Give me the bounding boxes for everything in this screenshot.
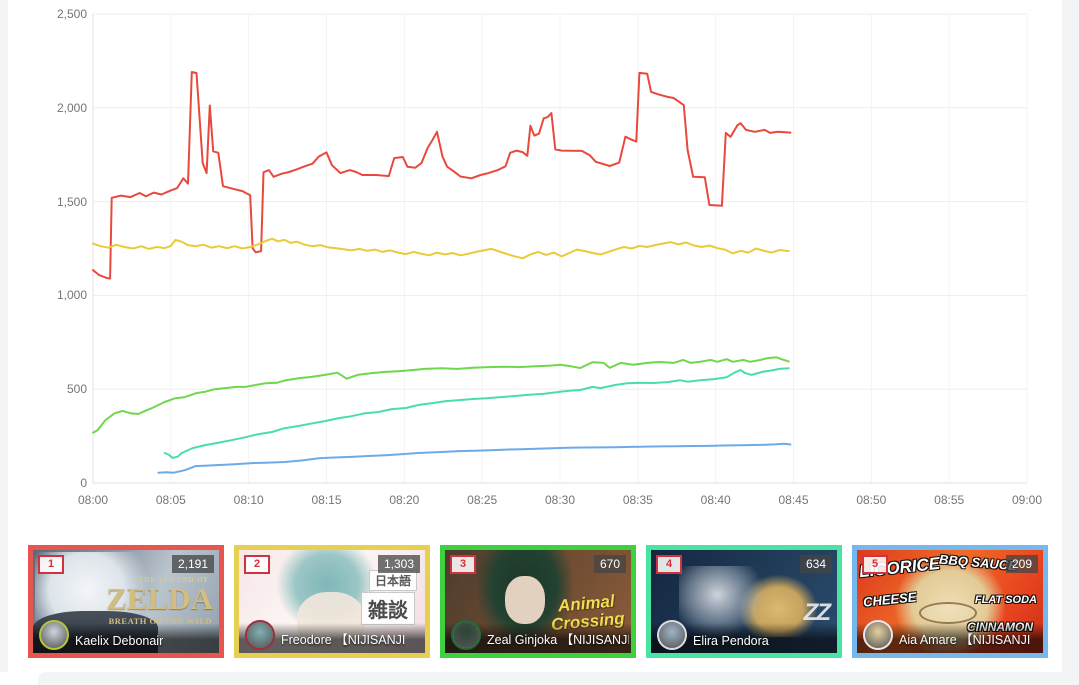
- thumbnail: THE LEGEND OF ZELDA BREATH OF THE WILD 1 2,…: [33, 550, 219, 653]
- thumbnail: Animal Crossing 3 670 Zeal Ginjoka 【NIJISA…: [445, 550, 631, 653]
- avatar-image: [41, 622, 67, 648]
- y-axis-label: 2,500: [56, 7, 87, 21]
- x-axis-label: 08:05: [155, 493, 186, 507]
- viewer-count-badge: 1,303: [377, 555, 420, 573]
- thumbnail-text: BREATH OF THE WILD: [108, 616, 212, 626]
- y-axis-label: 0: [80, 476, 87, 490]
- x-axis-label: 08:15: [311, 493, 342, 507]
- stream-card[interactable]: ZZ 4 634 Elira Pendora: [646, 545, 842, 658]
- x-axis-label: 08:10: [233, 493, 264, 507]
- thumbnail-text: 雑談: [361, 592, 415, 625]
- thumbnail-art: [505, 576, 545, 624]
- avatar: [657, 620, 687, 650]
- thumbnail-text: 日本語: [368, 570, 417, 591]
- y-axis-label: 500: [66, 382, 87, 397]
- viewer-count-chart: 08:00 08:05 08:10 08:15 08:20 08:25 08:30 08:35…: [56, 7, 1043, 507]
- x-axis-label: 08:50: [856, 493, 887, 507]
- avatar-image: [247, 622, 273, 648]
- viewer-count-badge: 634: [799, 555, 832, 573]
- x-axis-label: 08:25: [467, 493, 498, 507]
- thumbnail: 日本語 雑談 2 1,303 Freodore 【NIJISANJI: [239, 550, 425, 653]
- y-axis-label: 1,000: [56, 288, 87, 303]
- series-line-zeal-ginjoka: [92, 356, 790, 434]
- rank-badge: 2: [244, 555, 270, 574]
- avatar: [245, 620, 275, 650]
- stream-card[interactable]: 日本語 雑談 2 1,303 Freodore 【NIJISANJI: [234, 545, 430, 658]
- rank-badge: 1: [38, 555, 64, 574]
- x-axis-label: 08:35: [622, 493, 653, 507]
- streamer-name: Aia Amare 【NIJISANJI: [899, 633, 1031, 647]
- thumbnail: ZZ 4 634 Elira Pendora: [651, 550, 837, 653]
- thumbnail-text: THE LEGEND OF: [138, 576, 209, 584]
- streamer-name: Zeal Ginjoka 【NIJISANJI: [487, 633, 629, 647]
- x-axis-label: 09:00: [1011, 493, 1043, 507]
- x-axis-label: 08:00: [77, 493, 109, 507]
- rank-badge: 3: [450, 555, 476, 574]
- viewer-count-badge: 209: [1005, 555, 1038, 573]
- x-axis-label: 08:55: [934, 493, 965, 507]
- series-line-aia-amare: [157, 442, 792, 474]
- x-axis-label: 08:30: [544, 493, 576, 507]
- stream-cards-row: THE LEGEND OF ZELDA BREATH OF THE WILD 1 2,…: [28, 545, 1048, 658]
- avatar-image: [659, 622, 685, 648]
- viewer-count-badge: 670: [593, 555, 626, 573]
- avatar-image: [865, 622, 891, 648]
- streamer-name: Elira Pendora: [693, 634, 769, 648]
- stream-card[interactable]: THE LEGEND OF ZELDA BREATH OF THE WILD 1 2,…: [28, 545, 224, 658]
- chart-canvas: [92, 13, 1028, 484]
- right-gutter-scroll-track[interactable]: [1062, 0, 1079, 685]
- series-line-elira-pendora: [163, 367, 790, 459]
- stream-card[interactable]: Animal Crossing 3 670 Zeal Ginjoka 【NIJISA…: [440, 545, 636, 658]
- y-axis-label: 2,000: [56, 100, 87, 115]
- streamer-name: Kaelix Debonair: [75, 634, 164, 648]
- rank-badge: 5: [862, 555, 888, 574]
- avatar: [863, 620, 893, 650]
- streamer-name: Freodore 【NIJISANJI: [281, 633, 406, 647]
- thumbnail-text: FLAT SODA: [974, 594, 1037, 606]
- avatar-image: [453, 622, 479, 648]
- viewer-count-badge: 2,191: [171, 555, 214, 573]
- next-section-panel: [38, 672, 1079, 685]
- left-gutter: [0, 0, 8, 672]
- y-axis-label: 1,500: [56, 194, 87, 209]
- avatar: [39, 620, 69, 650]
- series-line-kaelix-debonair: [92, 71, 792, 280]
- series-line-freodore: [92, 237, 790, 260]
- thumbnail-text: ZZ: [803, 599, 831, 626]
- x-axis-label: 08:45: [778, 493, 809, 507]
- rank-badge: 4: [656, 555, 682, 574]
- avatar: [451, 620, 481, 650]
- thumbnail-text: ZELDA: [106, 581, 213, 616]
- x-axis-label: 08:20: [389, 493, 420, 507]
- x-axis-label: 08:40: [700, 493, 731, 507]
